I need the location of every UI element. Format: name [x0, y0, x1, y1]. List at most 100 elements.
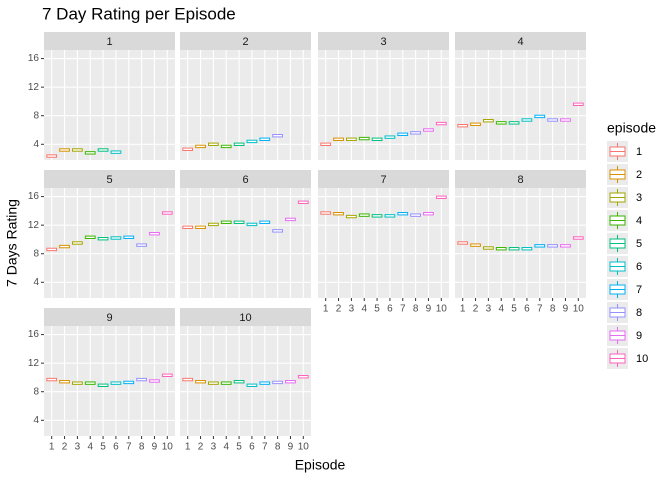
x-tick-label: 8 — [550, 304, 556, 315]
box — [397, 132, 409, 136]
x-tick-label: 2 — [473, 304, 479, 315]
box — [59, 244, 70, 249]
box — [220, 381, 232, 385]
x-tick-label: 8 — [139, 442, 145, 453]
box — [423, 212, 434, 216]
box — [233, 142, 245, 146]
y-tick-label: 8 — [33, 110, 39, 121]
y-tick-label: 4 — [33, 139, 39, 150]
panel — [455, 188, 586, 298]
box — [161, 373, 173, 377]
chart-title: 7 Day Rating per Episode — [42, 4, 236, 23]
box — [320, 142, 332, 146]
box — [397, 212, 409, 216]
strip — [44, 170, 175, 188]
x-tick-label: 4 — [361, 304, 367, 315]
strip — [455, 170, 586, 188]
x-tick-label: 5 — [236, 442, 242, 453]
x-tick-label: 9 — [288, 442, 294, 453]
box — [483, 246, 494, 250]
x-tick-label: 10 — [298, 442, 310, 453]
box — [521, 247, 533, 251]
panel — [180, 188, 311, 298]
panel — [318, 188, 449, 298]
box — [182, 225, 194, 229]
box — [272, 229, 283, 233]
x-tick-label: 4 — [498, 304, 504, 315]
box — [572, 102, 584, 106]
legend-label: 10 — [636, 353, 648, 365]
x-tick-label: 1 — [460, 304, 466, 315]
box — [358, 213, 370, 217]
x-tick-label: 3 — [211, 442, 217, 453]
box — [358, 136, 370, 141]
box — [59, 380, 70, 384]
x-tick-label: 1 — [185, 442, 191, 453]
box — [483, 119, 494, 123]
x-tick-label: 3 — [486, 304, 492, 315]
box — [470, 122, 481, 126]
box — [84, 381, 96, 385]
box — [46, 247, 58, 252]
box — [149, 379, 160, 383]
y-tick-label: 4 — [33, 415, 39, 426]
box — [136, 243, 147, 247]
box — [333, 212, 344, 216]
box — [285, 217, 296, 222]
x-tick-label: 3 — [75, 442, 81, 453]
box — [508, 121, 520, 125]
x-tick-label: 6 — [524, 304, 530, 315]
box — [410, 213, 421, 217]
x-tick-label: 1 — [49, 442, 55, 453]
box — [457, 124, 469, 128]
box — [195, 225, 206, 229]
box — [435, 121, 447, 126]
box — [195, 380, 206, 384]
strip-label: 2 — [242, 36, 248, 48]
strip — [318, 32, 449, 50]
x-tick-label: 6 — [249, 442, 255, 453]
box — [72, 241, 83, 245]
box — [72, 381, 83, 385]
strip-label: 8 — [517, 174, 523, 186]
box — [123, 380, 135, 385]
y-tick-label: 16 — [28, 191, 40, 202]
box — [84, 235, 96, 239]
x-tick-label: 10 — [573, 304, 585, 315]
x-tick-label: 7 — [537, 304, 543, 315]
box — [547, 118, 558, 122]
box — [384, 214, 396, 218]
strip-label: 6 — [242, 174, 248, 186]
x-tick-label: 5 — [511, 304, 517, 315]
box — [195, 144, 206, 149]
legend-label: 5 — [636, 238, 642, 250]
y-tick-label: 8 — [33, 386, 39, 397]
y-tick-label: 12 — [28, 82, 40, 93]
legend-label: 6 — [636, 261, 642, 273]
box — [259, 381, 271, 385]
box — [297, 375, 309, 379]
legend-label: 2 — [636, 169, 642, 181]
box — [508, 247, 520, 251]
x-tick-label: 7 — [400, 304, 406, 315]
box — [560, 118, 571, 122]
box — [534, 114, 546, 119]
y-tick-label: 4 — [33, 277, 39, 288]
box — [534, 244, 546, 248]
x-tick-label: 7 — [126, 442, 132, 453]
x-tick-label: 8 — [275, 442, 281, 453]
box — [208, 222, 219, 227]
legend-label: 9 — [636, 330, 642, 342]
strip-label: 9 — [106, 312, 112, 324]
box — [220, 220, 232, 224]
box — [72, 148, 83, 152]
box — [346, 214, 357, 219]
box — [46, 377, 58, 382]
box — [208, 142, 219, 146]
strip — [44, 32, 175, 50]
x-tick-label: 10 — [162, 442, 174, 453]
box — [97, 148, 109, 152]
legend-label: 3 — [636, 192, 642, 204]
y-tick-label: 8 — [33, 248, 39, 259]
box — [136, 377, 147, 382]
